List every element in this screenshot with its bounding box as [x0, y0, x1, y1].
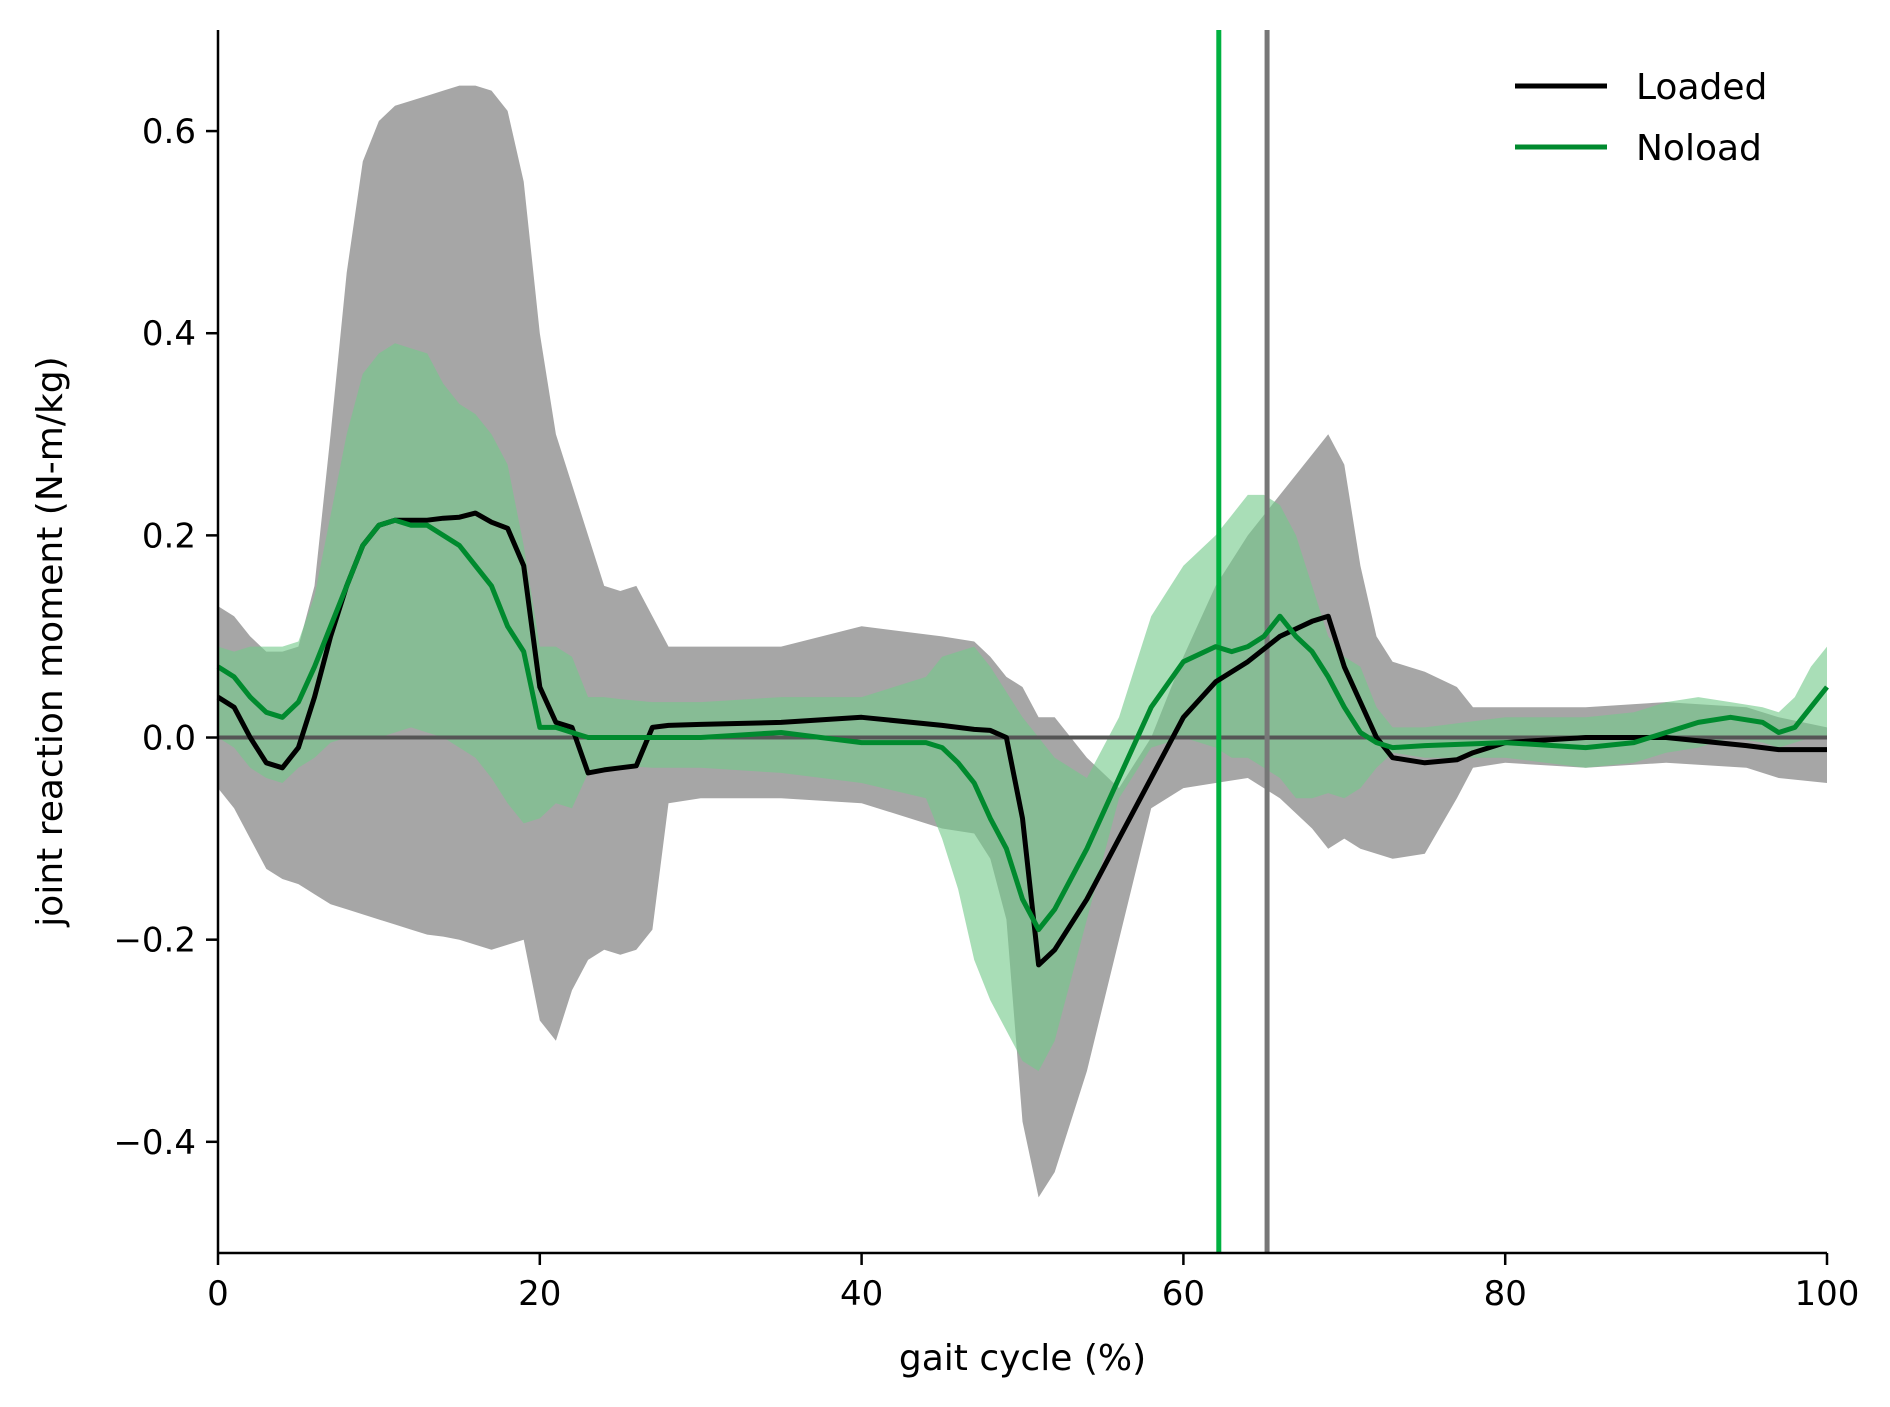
- confidence-bands: [218, 85, 1827, 1198]
- tick-group: 0 20 40 60 80 100 −0.4 −0.2 0.0 0.2 0.4 0.6: [113, 112, 1859, 1314]
- axes: [216, 30, 1827, 1255]
- x-tick-label: 0: [207, 1274, 229, 1314]
- legend-label-noload: Noload: [1636, 128, 1762, 169]
- series-line-noload: [216, 517, 1829, 933]
- series-lines: [216, 510, 1829, 968]
- y-axis-label: joint reaction moment (N-m/kg): [30, 356, 71, 927]
- y-tick-label: −0.2: [113, 921, 196, 961]
- x-tick-label: 40: [840, 1274, 883, 1314]
- legend: Loaded Noload: [1515, 67, 1767, 169]
- band-loaded: [218, 85, 1827, 1198]
- legend-label-loaded: Loaded: [1636, 67, 1767, 108]
- y-tick-label: 0.0: [142, 719, 196, 759]
- y-tick-label: −0.4: [113, 1123, 196, 1163]
- x-tick-label: 80: [1484, 1274, 1527, 1314]
- x-tick-label: 60: [1162, 1274, 1205, 1314]
- x-tick-label: 100: [1795, 1274, 1860, 1314]
- y-tick-label: 0.6: [142, 112, 196, 152]
- band-noload: [218, 343, 1827, 1072]
- y-tick-label: 0.4: [142, 314, 196, 354]
- x-axis-label: gait cycle (%): [899, 1338, 1146, 1379]
- y-tick-label: 0.2: [142, 516, 196, 556]
- x-tick-label: 20: [518, 1274, 561, 1314]
